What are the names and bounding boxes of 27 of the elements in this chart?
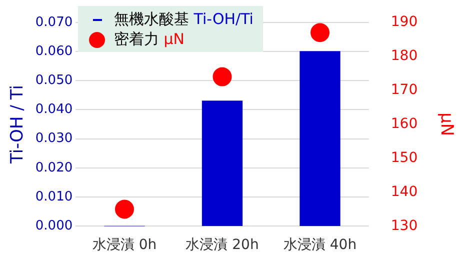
y2-tick-label: 140 (390, 184, 418, 200)
bar (300, 51, 340, 226)
y2-axis-title: μN (436, 112, 456, 136)
y-tick-label: 0.020 (35, 160, 73, 176)
x-tick-label: 水浸漬 40h (283, 237, 357, 254)
point (212, 67, 232, 86)
y-axis-title: Ti-OH / Ti (8, 85, 28, 165)
y2-tick-label: 160 (390, 116, 418, 132)
y2-tick-label: 130 (390, 218, 418, 234)
y-tick-label: 0.000 (35, 218, 73, 234)
y-tick-label: 0.050 (35, 73, 73, 88)
y2-tick-label: 180 (390, 48, 418, 64)
x-tick-label: 水浸漬 20h (186, 237, 259, 254)
point (114, 200, 134, 219)
x-tick-label: 水浸漬 0h (92, 237, 157, 254)
y2-tick-label: 170 (390, 82, 418, 98)
y-tick-label: 0.040 (35, 102, 73, 118)
legend-label: 無機水酸基 Ti-OH/Ti (114, 9, 254, 29)
y-tick-label: 0.010 (35, 189, 73, 204)
legend-label: 密着力 μN (114, 29, 185, 49)
y-tick-label: 0.070 (35, 14, 73, 30)
y2-tick-label: 150 (390, 150, 418, 166)
y-tick-label: 0.060 (35, 44, 73, 59)
y-tick-label: 0.030 (35, 131, 73, 146)
bar (202, 100, 243, 226)
point (310, 23, 330, 42)
y2-tick-label: 190 (390, 14, 418, 30)
